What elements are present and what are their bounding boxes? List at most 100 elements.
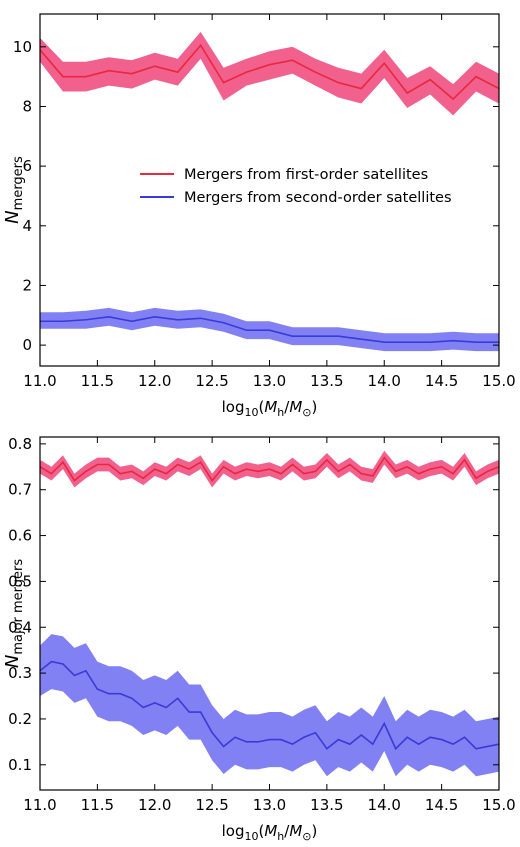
series-0-point xyxy=(291,463,294,466)
y-axis-label-subscript: major mergers xyxy=(11,559,26,655)
y-tick-label: 0.3 xyxy=(8,664,32,682)
series-1-point xyxy=(200,317,202,319)
y-tick-label: 10 xyxy=(13,38,32,56)
series-1-point xyxy=(268,329,271,331)
legend-label: Mergers from second-order satellites xyxy=(184,190,452,206)
series-0-point xyxy=(475,477,477,479)
panel-top-mergers: 11.0 11.5 12.0 12.5 13.0 13.5 14.0 14.5 15.0 0 2 4 6… xyxy=(2,13,516,419)
series-1-point xyxy=(349,743,351,745)
series-0-point xyxy=(268,468,271,470)
x-axis-label-part: ⊙ xyxy=(302,830,311,843)
series-0-point xyxy=(154,65,156,67)
y-tick-label: 0.6 xyxy=(8,527,32,545)
series-0-point xyxy=(360,473,362,475)
x-tick-label: 14.5 xyxy=(425,796,458,814)
series-1-point xyxy=(268,738,271,741)
series-1-point xyxy=(429,736,431,738)
x-axis-label-part: M xyxy=(289,822,302,840)
y-tick-label: 2 xyxy=(22,276,32,294)
series-0-point xyxy=(383,457,385,459)
y-tick-label: 0.5 xyxy=(8,572,32,590)
series-1-point xyxy=(245,329,248,331)
x-tick-label: 12.0 xyxy=(138,796,171,814)
series-1-point xyxy=(234,736,236,738)
x-tick-label: 14.0 xyxy=(368,796,401,814)
series-0-point xyxy=(360,87,362,90)
series-1-point xyxy=(245,741,248,743)
series-1-point xyxy=(62,320,64,322)
series-1-point xyxy=(280,738,282,741)
series-1-point xyxy=(85,319,87,321)
series-1-point xyxy=(314,335,316,337)
series-1-point xyxy=(303,736,305,738)
series-1-point xyxy=(200,711,202,713)
series-0-point xyxy=(486,470,489,472)
x-tick-label: 14.5 xyxy=(425,372,458,390)
series-1-point xyxy=(395,748,397,750)
series-0-point xyxy=(314,470,316,472)
x-axis-label-part: h xyxy=(277,406,284,419)
series-1-point xyxy=(326,748,328,750)
series-0-point xyxy=(429,79,431,81)
x-axis-label: log10(Mh/M⊙) xyxy=(222,398,318,419)
series-0-point xyxy=(223,82,225,84)
x-tick-label: 15.0 xyxy=(482,796,515,814)
panel-bottom-major-mergers: 11.0 11.5 12.0 12.5 13.0 13.5 14.0 14.5 15.0 0.1 0… xyxy=(2,435,516,843)
series-0-point xyxy=(245,468,248,470)
series-1-point xyxy=(62,663,64,665)
series-1-point xyxy=(291,743,294,745)
series-1-point xyxy=(85,670,87,672)
x-axis-label-part: ) xyxy=(312,822,318,840)
series-0-point xyxy=(326,459,328,461)
series-0-point xyxy=(463,459,466,461)
series-0-point xyxy=(441,466,443,468)
series-1-point xyxy=(475,748,477,750)
x-tick-label: 15.0 xyxy=(482,372,515,390)
series-0-point xyxy=(349,463,351,466)
series-1-point xyxy=(96,688,98,690)
series-0-point xyxy=(131,73,133,75)
x-axis-label-part: M xyxy=(264,822,277,840)
series-1-point xyxy=(131,320,133,322)
x-tick-label: 11.0 xyxy=(23,796,56,814)
series-1-point xyxy=(418,743,420,745)
x-axis-label-part: 10 xyxy=(244,406,258,419)
series-0-point xyxy=(314,71,316,73)
series-1-point xyxy=(73,674,76,676)
series-1-point xyxy=(165,706,167,709)
y-tick-label: 0.4 xyxy=(8,618,32,636)
series-1-confidence-band xyxy=(40,634,499,777)
series-0-point xyxy=(85,470,87,472)
series-1-point xyxy=(406,341,408,343)
legend-label: Mergers from first-order satellites xyxy=(184,167,428,183)
y-axis-label: Nmergers xyxy=(2,156,26,224)
series-1-point xyxy=(314,732,316,734)
series-0-point xyxy=(62,76,64,78)
series-1-point xyxy=(452,743,454,745)
x-axis-label-part: h xyxy=(277,830,284,843)
series-1-point xyxy=(475,341,477,343)
y-tick-label: 0.7 xyxy=(8,481,32,499)
x-axis-label-part: / xyxy=(284,822,290,840)
series-1-point xyxy=(188,711,190,713)
series-1-point xyxy=(108,316,110,318)
series-0-confidence-band xyxy=(40,31,499,116)
series-1-point xyxy=(452,340,454,342)
series-0-point xyxy=(291,59,294,61)
x-tick-label: 11.5 xyxy=(81,796,114,814)
series-1-point xyxy=(142,706,144,709)
series-0-point xyxy=(85,76,87,78)
series-1-point xyxy=(257,741,259,743)
y-tick-label: 0.1 xyxy=(8,756,32,774)
y-axis-label-symbol: N xyxy=(2,655,23,668)
series-0-point xyxy=(418,473,420,475)
series-1-point xyxy=(406,736,408,738)
series-1-point xyxy=(441,738,443,741)
series-1-point xyxy=(131,697,133,699)
series-0-point xyxy=(200,461,202,463)
x-axis-label-part: ( xyxy=(258,398,264,416)
series-0-point xyxy=(245,71,248,73)
series-0-point xyxy=(406,466,408,468)
series-1-point xyxy=(360,338,362,340)
x-axis-label-part: log xyxy=(222,822,245,840)
